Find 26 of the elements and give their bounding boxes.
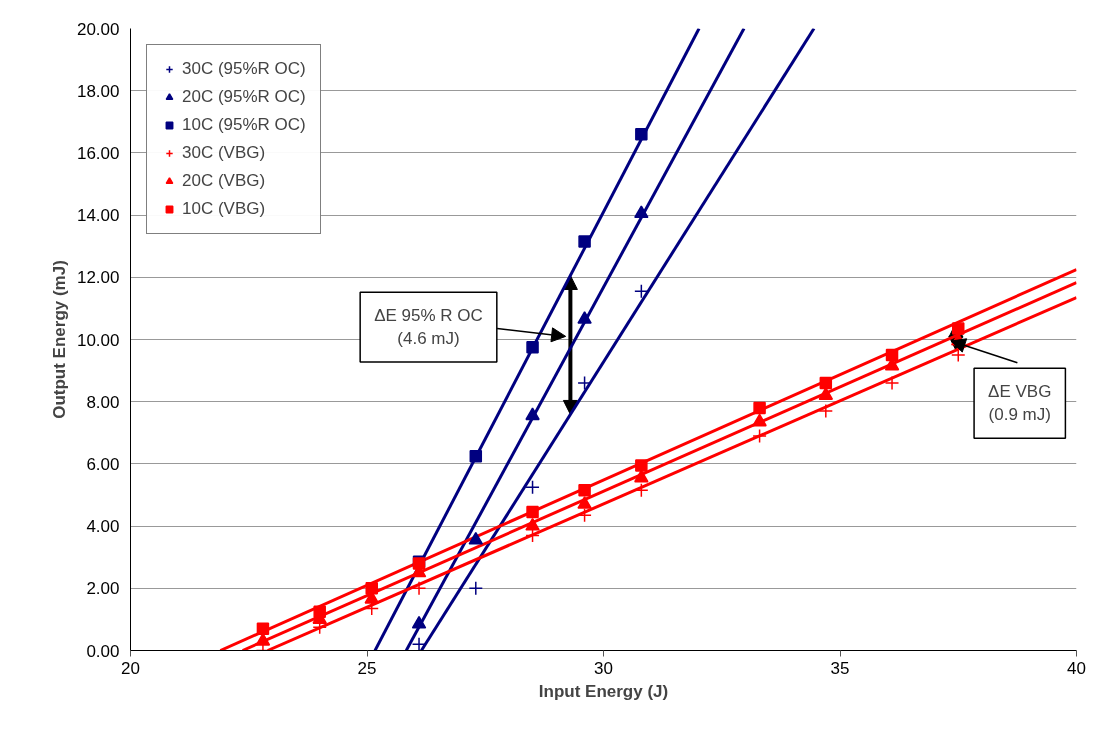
annotation: ΔE 95% R OC (4.6 mJ) bbox=[374, 306, 483, 348]
legend-label: 30C (95%R OC) bbox=[182, 59, 306, 79]
legend-label: 10C (95%R OC) bbox=[182, 115, 306, 135]
y-tick-label: 16.00 bbox=[76, 143, 120, 163]
y-tick-label: 6.00 bbox=[86, 454, 120, 474]
x-tick-label: 20 bbox=[121, 658, 140, 678]
y-tick-label: 10.00 bbox=[76, 330, 120, 350]
y-tick-label: 20.00 bbox=[76, 19, 120, 39]
x-tick-label: 30 bbox=[594, 658, 613, 678]
y-tick-label: 2.00 bbox=[86, 579, 120, 599]
x-tick-label: 25 bbox=[357, 658, 377, 678]
annotation: ΔE VBG (0.9 mJ) bbox=[988, 382, 1052, 425]
x-axis-title: Input Energy (J) bbox=[538, 681, 669, 701]
legend-label: 10C (VBG) bbox=[182, 199, 266, 219]
x-tick-label: 40 bbox=[1067, 658, 1086, 678]
y-tick-label: 18.00 bbox=[76, 81, 120, 101]
y-axis-title: Output Energy (mJ) bbox=[49, 260, 69, 419]
y-tick-label: 14.00 bbox=[76, 206, 120, 226]
y-tick-label: 0.00 bbox=[86, 641, 120, 661]
y-tick-label: 8.00 bbox=[86, 392, 120, 412]
legend-label: 30C (VBG) bbox=[182, 143, 266, 163]
legend-label: 20C (95%R OC) bbox=[182, 87, 306, 107]
y-tick-label: 12.00 bbox=[76, 268, 120, 288]
x-tick-label: 35 bbox=[830, 658, 850, 678]
legend-label: 20C (VBG) bbox=[182, 171, 266, 191]
y-tick-label: 4.00 bbox=[86, 517, 120, 537]
